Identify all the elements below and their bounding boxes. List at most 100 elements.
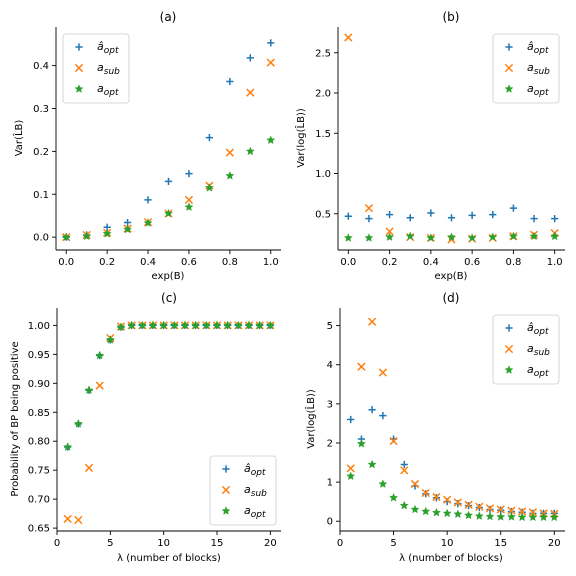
data-point [255,320,265,330]
y-axis-label: Var(log(L̂B)) [304,389,317,449]
data-point [343,233,353,242]
data-point [226,77,234,86]
data-point [389,436,398,446]
data-point [427,209,435,217]
y-tick-label: 0.90 [28,379,50,390]
data-point [517,512,527,522]
data-point [431,507,441,517]
legend-label: âopt [244,462,266,478]
data-point [443,495,452,504]
data-point [204,183,214,192]
data-point [123,224,133,234]
data-point [410,479,420,489]
x-tick-label: 15 [494,538,507,549]
y-axis-label: Probability of BP being positive [10,341,21,496]
data-point [496,512,506,521]
series-a-hat-opt [64,321,274,451]
data-point [225,148,234,157]
x-tick-label: 5 [390,538,396,549]
legend-label: asub [527,342,550,358]
x-tick-label: 0.2 [99,257,115,268]
data-point [212,320,222,330]
y-tick-label: 1.5 [315,129,331,140]
data-point [364,204,374,213]
series-a-opt [63,320,275,451]
legend-label: aopt [527,363,549,379]
data-point [453,498,462,507]
x-axis-label: exp(B) [435,271,468,282]
data-point [61,232,71,241]
y-tick-label: 0.85 [28,408,50,419]
data-point [518,507,527,516]
y-axis-label: Var(L̂B) [12,120,25,157]
data-point [379,411,387,420]
data-point [447,214,456,222]
x-tick-label: 0.8 [505,257,521,268]
legend-marker [74,63,84,73]
panel-a: (a) exp(B) Var(L̂B) [12,10,184,282]
data-point [82,231,92,241]
x-tick-label: 0.4 [140,257,156,268]
data-point [378,368,387,377]
data-point [95,350,105,360]
data-point [550,231,560,241]
data-point [485,511,495,521]
data-point [180,320,190,330]
data-point [367,459,377,469]
legend-label: asub [244,483,267,499]
data-point [528,512,538,522]
data-point [184,202,194,211]
data-point [245,146,255,156]
x-tick-label: 1.0 [263,257,279,268]
y-tick-label: 1 [327,478,333,489]
x-tick-label: 0.4 [423,257,439,268]
panel-title: (d) [443,291,460,305]
data-point [389,493,399,502]
data-point [426,233,436,242]
data-point [529,231,539,241]
data-point [74,515,83,525]
data-point [489,210,497,219]
data-point [346,471,356,481]
y-tick-label: 0 [327,517,333,528]
legend: âopt asub aopt [62,33,130,104]
data-point [144,196,152,204]
y-tick-label: 0.80 [28,437,50,448]
data-point [225,171,235,180]
legend-marker [74,84,84,93]
x-tick-label: 5 [107,538,113,549]
data-point [233,320,243,330]
data-point [191,320,201,330]
data-point [385,232,395,241]
legend-label: âopt [527,40,549,56]
panel-b: (b) exp(B) Var(log(L̂B)) [294,10,467,282]
legend-marker [221,485,231,495]
data-point [453,509,463,518]
legend: âopt asub aopt [209,455,277,526]
series-a-opt [61,135,276,241]
x-tick-label: 1.0 [547,257,563,268]
y-tick-label: 0.3 [33,104,49,115]
panel-title: (a) [160,10,177,24]
y-tick-label: 0.95 [28,350,50,361]
data-point [421,506,431,516]
series-a-sub [346,317,559,518]
data-point [474,511,484,520]
data-point [148,320,158,330]
data-point [164,208,173,218]
data-point [244,320,254,330]
data-point [447,232,456,241]
x-tick-label: 0.0 [58,257,74,268]
data-point [266,58,275,67]
data-point [365,215,373,223]
legend-marker [504,344,514,354]
legend-label: asub [527,61,550,77]
y-tick-label: 0.65 [28,524,50,535]
data-point [137,320,147,330]
plot-area: 0.0 0.2 0.4 0.6 0.8 1.0 0.5 1.0 1.5 2.0 2.5 âopt as… [315,27,565,268]
data-point [442,508,452,518]
data-point [406,214,414,222]
legend-label: asub [97,61,120,77]
data-point [400,460,408,469]
